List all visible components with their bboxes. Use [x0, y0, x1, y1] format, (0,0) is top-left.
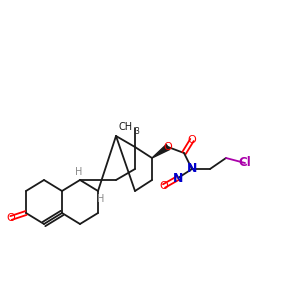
Text: H: H [75, 167, 83, 177]
Text: N: N [187, 163, 197, 176]
Text: Cl: Cl [238, 157, 251, 169]
Text: O: O [7, 213, 15, 223]
Text: O: O [160, 181, 168, 191]
Text: O: O [164, 142, 172, 152]
Text: CH: CH [119, 122, 133, 132]
Text: 3: 3 [135, 128, 140, 136]
Text: N: N [173, 172, 183, 184]
Text: H: H [97, 194, 105, 204]
Text: O: O [188, 135, 196, 145]
Polygon shape [152, 145, 170, 158]
